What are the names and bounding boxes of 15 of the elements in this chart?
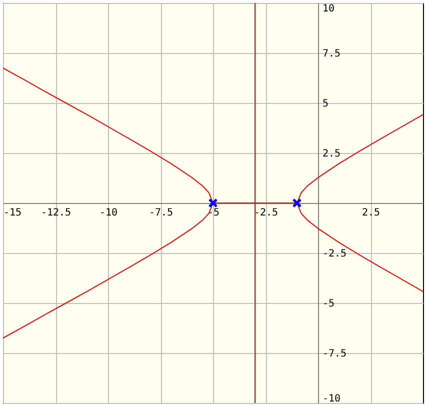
x-tick-label: -7.5 xyxy=(148,208,174,218)
y-tick-label: 5 xyxy=(322,98,329,110)
x-tick-label: -2.5 xyxy=(254,208,278,218)
x-tick-label: 2.5 xyxy=(362,208,380,218)
y-tick-label: -5 xyxy=(322,298,335,310)
y-tick-label: 2.5 xyxy=(322,148,341,160)
y-tick-label: 7.5 xyxy=(322,48,341,60)
x-tick-label: -15 xyxy=(4,208,22,218)
x-tick-label: -10 xyxy=(99,208,118,218)
y-tick-label: -2.5 xyxy=(322,248,347,260)
x-tick-label: -5 xyxy=(207,208,220,218)
y-tick-label: -7.5 xyxy=(322,348,347,360)
y-tick-label: 10 xyxy=(322,4,335,14)
x-tick-label: -12.5 xyxy=(40,208,72,218)
y-tick-label: -10 xyxy=(322,394,341,404)
